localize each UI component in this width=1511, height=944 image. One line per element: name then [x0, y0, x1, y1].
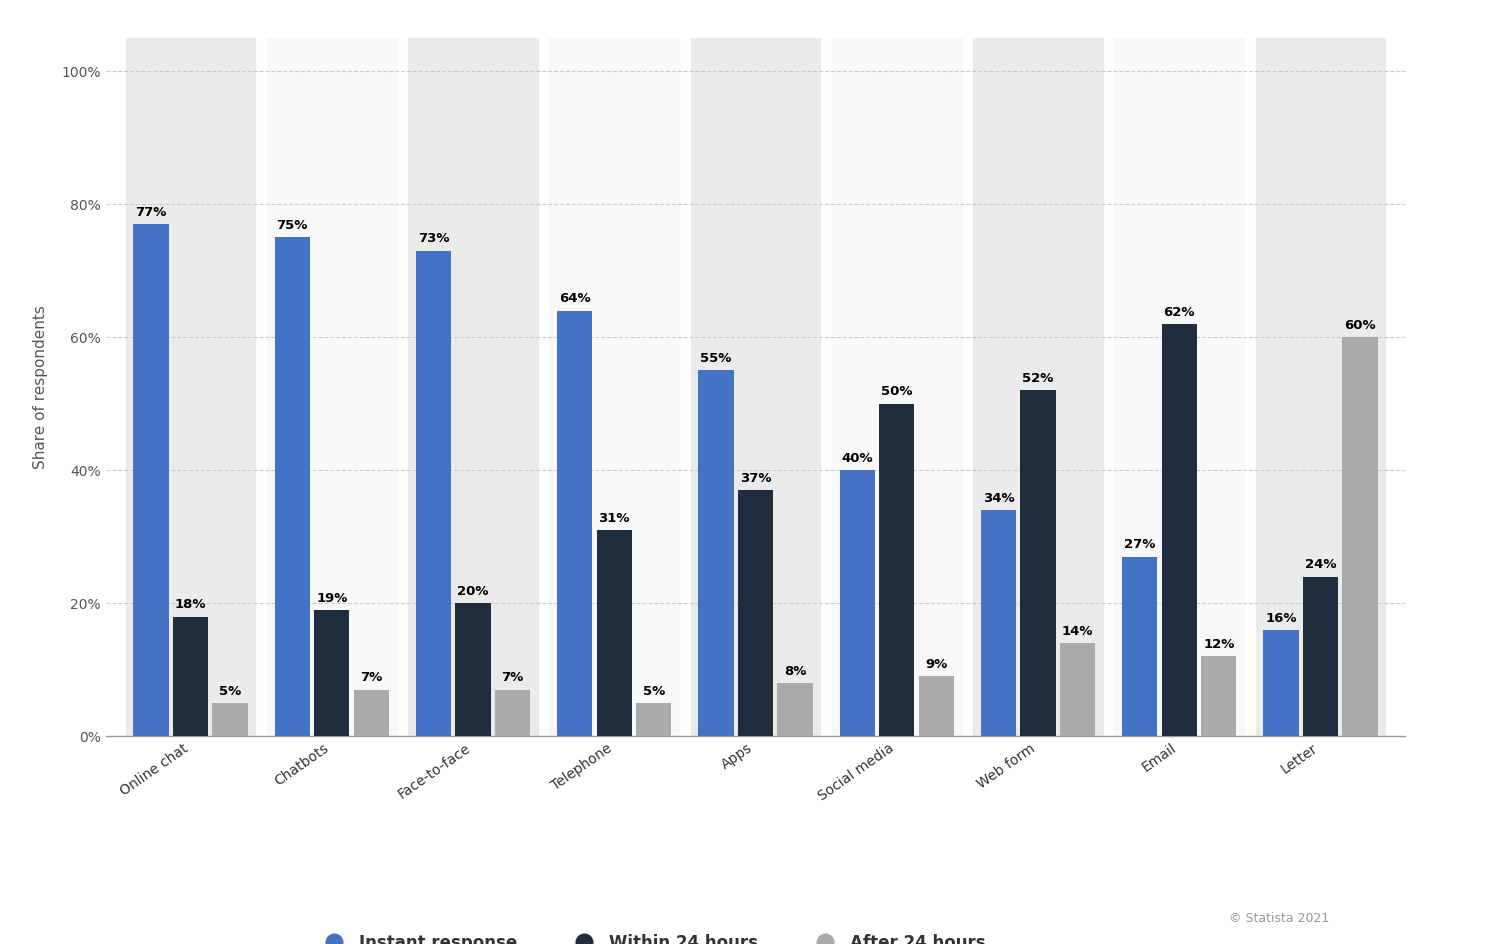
- Legend: Instant response, Within 24 hours, After 24 hours: Instant response, Within 24 hours, After…: [311, 927, 993, 944]
- Bar: [1263, 630, 1298, 736]
- Text: 50%: 50%: [881, 385, 913, 398]
- Bar: [125, 38, 255, 736]
- Bar: [550, 38, 680, 736]
- Text: 24%: 24%: [1304, 558, 1336, 571]
- Text: 77%: 77%: [136, 206, 166, 219]
- Bar: [354, 690, 388, 736]
- Text: 16%: 16%: [1265, 612, 1296, 625]
- Text: 7%: 7%: [502, 671, 524, 684]
- Bar: [597, 531, 632, 736]
- Text: 18%: 18%: [175, 598, 207, 612]
- Bar: [133, 224, 169, 736]
- Text: 14%: 14%: [1062, 625, 1094, 638]
- Text: 55%: 55%: [700, 352, 731, 365]
- Text: 12%: 12%: [1203, 638, 1234, 651]
- Text: 34%: 34%: [982, 492, 1014, 505]
- Bar: [981, 510, 1015, 736]
- Text: 27%: 27%: [1124, 538, 1156, 551]
- Bar: [636, 703, 671, 736]
- Bar: [831, 38, 961, 736]
- Bar: [1256, 38, 1386, 736]
- Bar: [455, 603, 491, 736]
- Bar: [1123, 557, 1157, 736]
- Bar: [840, 470, 875, 736]
- Text: 20%: 20%: [458, 585, 488, 598]
- Bar: [919, 677, 953, 736]
- Bar: [496, 690, 530, 736]
- Text: © Statista 2021: © Statista 2021: [1230, 912, 1330, 925]
- Bar: [1020, 391, 1056, 736]
- Text: 64%: 64%: [559, 293, 591, 305]
- Bar: [1162, 324, 1197, 736]
- Bar: [314, 610, 349, 736]
- Text: 19%: 19%: [316, 592, 348, 604]
- Bar: [416, 251, 452, 736]
- Bar: [267, 38, 397, 736]
- Text: 5%: 5%: [642, 684, 665, 698]
- Bar: [1059, 643, 1095, 736]
- Text: 62%: 62%: [1163, 306, 1195, 318]
- Bar: [737, 490, 774, 736]
- Bar: [1114, 38, 1244, 736]
- Y-axis label: Share of respondents: Share of respondents: [33, 305, 47, 469]
- Text: 9%: 9%: [925, 658, 947, 671]
- Text: 7%: 7%: [360, 671, 382, 684]
- Text: 75%: 75%: [277, 219, 308, 232]
- Bar: [408, 38, 538, 736]
- Text: 31%: 31%: [598, 512, 630, 525]
- Bar: [558, 311, 592, 736]
- Bar: [172, 616, 209, 736]
- Text: 60%: 60%: [1345, 319, 1377, 332]
- Text: 52%: 52%: [1023, 372, 1053, 385]
- Bar: [777, 683, 813, 736]
- Bar: [691, 38, 820, 736]
- Bar: [213, 703, 248, 736]
- Text: 5%: 5%: [219, 684, 242, 698]
- Bar: [1201, 656, 1236, 736]
- Bar: [973, 38, 1103, 736]
- Bar: [1342, 337, 1378, 736]
- Text: 8%: 8%: [784, 665, 807, 678]
- Bar: [275, 237, 310, 736]
- Bar: [698, 370, 734, 736]
- Text: 37%: 37%: [740, 472, 771, 485]
- Bar: [1302, 577, 1339, 736]
- Bar: [879, 404, 914, 736]
- Text: 40%: 40%: [842, 452, 873, 464]
- Text: 73%: 73%: [417, 232, 449, 245]
